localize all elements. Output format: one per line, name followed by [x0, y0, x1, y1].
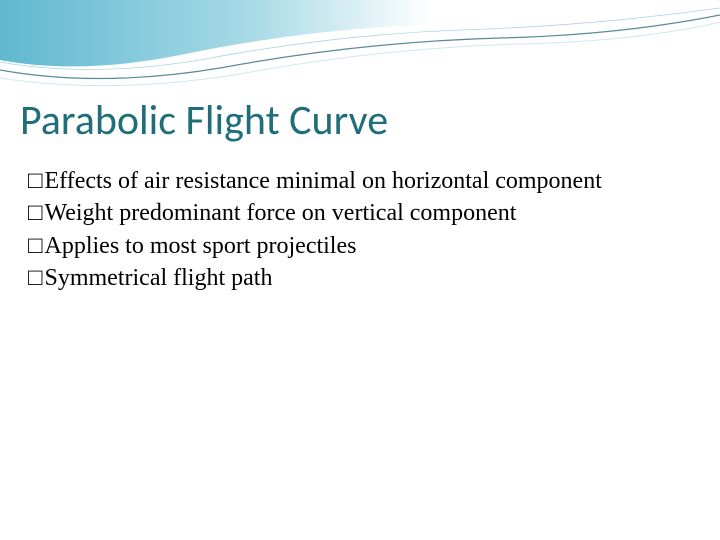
- bullet-marker-icon: □: [28, 165, 43, 197]
- bullet-marker-icon: □: [28, 230, 43, 262]
- bullet-text: Effects of air resistance minimal on hor…: [45, 165, 602, 197]
- bullet-text: Weight predominant force on vertical com…: [45, 197, 517, 229]
- list-item: □ Applies to most sport projectiles: [28, 230, 688, 262]
- wave-svg: [0, 0, 720, 100]
- bullet-list: □ Effects of air resistance minimal on h…: [28, 165, 688, 295]
- list-item: □ Effects of air resistance minimal on h…: [28, 165, 688, 197]
- list-item: □ Weight predominant force on vertical c…: [28, 197, 688, 229]
- bullet-text: Applies to most sport projectiles: [45, 230, 357, 262]
- list-item: □ Symmetrical flight path: [28, 262, 688, 294]
- decorative-wave-header: [0, 0, 720, 100]
- bullet-marker-icon: □: [28, 197, 43, 229]
- slide-title: Parabolic Flight Curve: [20, 95, 388, 146]
- bullet-marker-icon: □: [28, 262, 43, 294]
- bullet-text: Symmetrical flight path: [45, 262, 273, 294]
